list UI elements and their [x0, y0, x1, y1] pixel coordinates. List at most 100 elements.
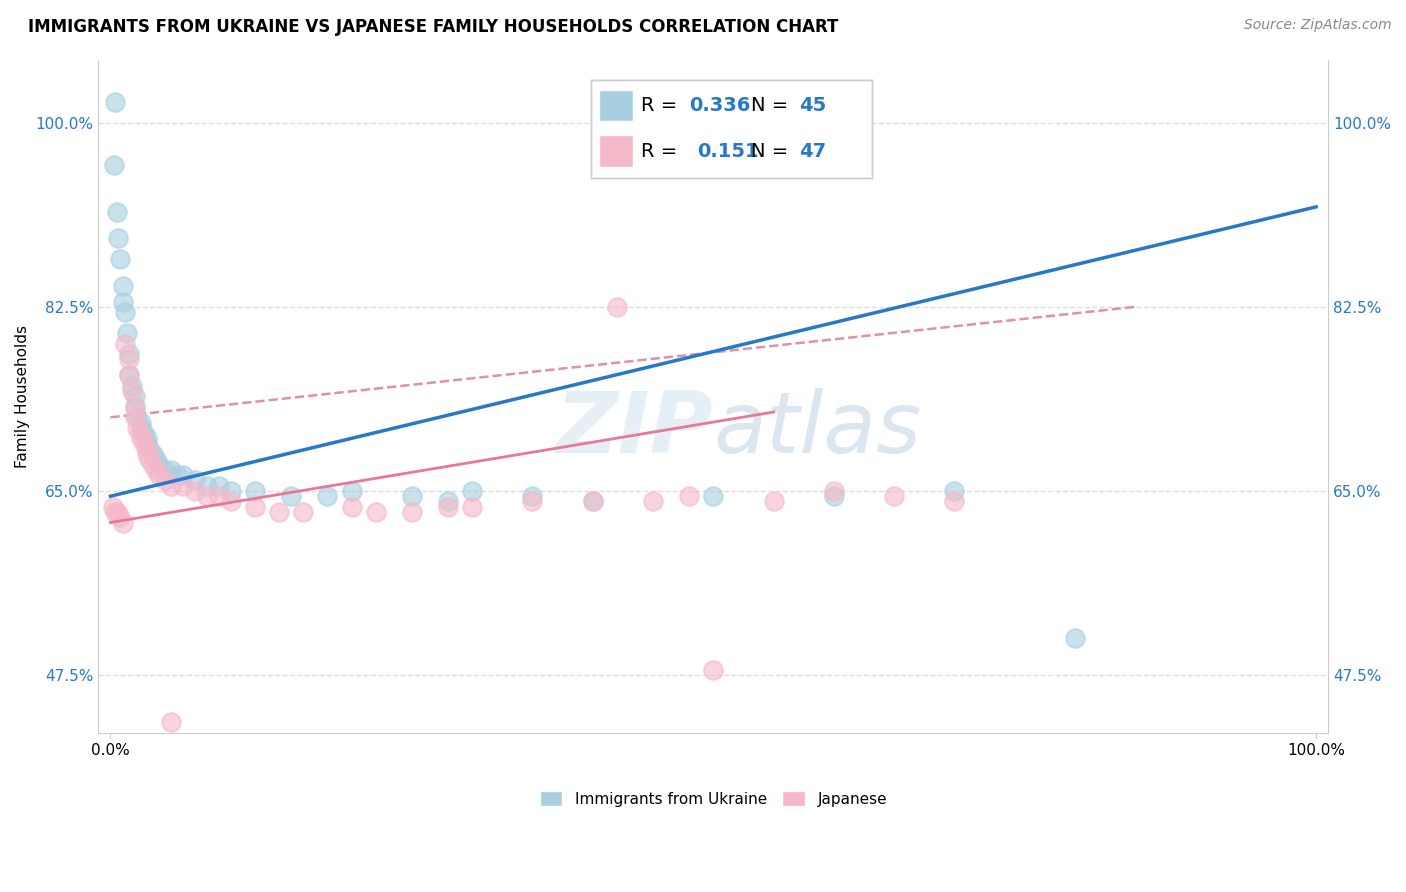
Point [641, 494, 664, 508]
Point [401, 489, 423, 503]
Point [142, 458, 165, 472]
Point [340, 500, 363, 514]
Point [105, 205, 128, 219]
Point [135, 442, 157, 456]
Point [135, 431, 157, 445]
Point [208, 478, 231, 492]
Point [121, 378, 143, 392]
Point [117, 352, 139, 367]
Point [943, 483, 966, 498]
Point [104, 505, 127, 519]
Point [883, 489, 905, 503]
Point [219, 483, 242, 498]
Point [117, 368, 139, 383]
Point [702, 663, 724, 677]
Point [461, 483, 484, 498]
Point [172, 478, 194, 492]
Point [121, 384, 143, 398]
Point [111, 294, 134, 309]
Point [108, 510, 131, 524]
Point [184, 483, 207, 498]
Point [138, 452, 160, 467]
Point [823, 489, 845, 503]
Point [522, 489, 544, 503]
Text: ZIP: ZIP [555, 388, 713, 471]
Point [316, 489, 339, 503]
Point [124, 400, 146, 414]
Point [401, 505, 423, 519]
Point [292, 505, 315, 519]
Point [166, 468, 188, 483]
Point [135, 436, 157, 450]
Point [117, 326, 139, 340]
FancyBboxPatch shape [599, 90, 633, 121]
Point [702, 489, 724, 503]
Point [340, 483, 363, 498]
Point [117, 347, 139, 361]
Point [364, 505, 387, 519]
Point [135, 447, 157, 461]
Point [762, 494, 785, 508]
Point [153, 463, 176, 477]
Text: N =: N = [751, 96, 794, 115]
Point [148, 468, 170, 483]
Legend: Immigrants from Ukraine, Japanese: Immigrants from Ukraine, Japanese [533, 785, 893, 813]
Point [129, 426, 152, 441]
Point [461, 500, 484, 514]
Point [153, 474, 176, 488]
Point [114, 336, 136, 351]
Point [437, 500, 460, 514]
Point [129, 416, 152, 430]
Text: IMMIGRANTS FROM UKRAINE VS JAPANESE FAMILY HOUSEHOLDS CORRELATION CHART: IMMIGRANTS FROM UKRAINE VS JAPANESE FAMI… [28, 18, 838, 36]
Text: R =: R = [641, 143, 690, 161]
Point [582, 494, 605, 508]
Point [243, 483, 266, 498]
Point [117, 368, 139, 383]
Point [219, 494, 242, 508]
Point [105, 505, 128, 519]
Point [159, 463, 181, 477]
Point [124, 389, 146, 403]
Point [195, 489, 218, 503]
Text: 47: 47 [799, 143, 825, 161]
Point [108, 252, 131, 267]
Point [159, 478, 181, 492]
Point [124, 410, 146, 425]
Text: atlas: atlas [713, 388, 921, 471]
Point [114, 305, 136, 319]
Point [138, 442, 160, 456]
Point [582, 494, 605, 508]
Point [103, 158, 125, 172]
Point [243, 500, 266, 514]
Point [172, 468, 194, 483]
Point [111, 278, 134, 293]
Point [134, 426, 156, 441]
Point [678, 489, 700, 503]
Point [125, 421, 148, 435]
Text: 0.336: 0.336 [689, 96, 751, 115]
Point [129, 421, 152, 435]
Point [280, 489, 302, 503]
Point [148, 458, 170, 472]
Point [134, 436, 156, 450]
Point [142, 447, 165, 461]
Text: Source: ZipAtlas.com: Source: ZipAtlas.com [1244, 18, 1392, 32]
Point [1064, 631, 1087, 645]
Point [145, 452, 167, 467]
Point [823, 483, 845, 498]
FancyBboxPatch shape [599, 136, 633, 167]
Point [107, 231, 129, 245]
Point [943, 494, 966, 508]
Text: 0.151: 0.151 [697, 143, 759, 161]
Point [269, 505, 291, 519]
Point [145, 463, 167, 477]
Text: R =: R = [641, 96, 683, 115]
Point [111, 516, 134, 530]
Text: N =: N = [751, 143, 794, 161]
Point [124, 400, 146, 414]
Point [101, 500, 124, 514]
Point [129, 431, 152, 445]
Point [125, 410, 148, 425]
Point [606, 300, 628, 314]
Point [159, 715, 181, 730]
